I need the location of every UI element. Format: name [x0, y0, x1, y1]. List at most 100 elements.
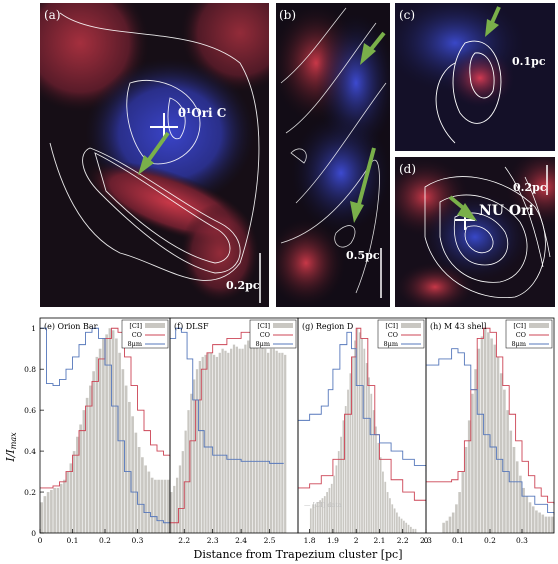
ci-bar: [547, 516, 551, 533]
ci-bar: [150, 477, 154, 533]
ci-bar: [330, 483, 333, 533]
ci-bar: [144, 465, 147, 533]
ci-bar: [480, 336, 484, 533]
um8-line: [426, 348, 555, 515]
ci-bar: [344, 406, 347, 533]
ci-bar: [170, 492, 173, 533]
ci-data-note: — [CI] data: [304, 501, 342, 509]
ci-bar: [541, 514, 545, 533]
legend-label-co: CO: [516, 331, 526, 339]
panel-label-a: (a): [44, 8, 61, 22]
ci-bar: [335, 465, 338, 533]
ci-bar: [309, 508, 312, 533]
ci-bar: [337, 451, 340, 533]
ci-bar: [69, 463, 73, 533]
ci-bar: [405, 522, 408, 533]
ci-bar: [503, 389, 506, 533]
ci-bar: [137, 447, 141, 533]
legend-label-ci: [CI]: [513, 322, 526, 330]
ci-bar: [63, 479, 66, 533]
x-tick-label: 2.4: [235, 536, 247, 545]
ci-bar: [224, 350, 227, 533]
ci-bar: [154, 479, 157, 533]
ci-bar: [333, 475, 335, 533]
ci-bar: [471, 393, 474, 533]
star-label-theta1-ori-c: θ¹Ori C: [178, 106, 227, 120]
ci-bar: [525, 496, 529, 533]
x-tick-label: 2.2: [178, 536, 190, 545]
ci-bar: [111, 330, 115, 533]
ci-bar: [238, 348, 241, 533]
ci-bar: [531, 506, 535, 533]
ci-bar: [483, 328, 487, 533]
ci-bar: [167, 479, 170, 533]
ci-bar: [232, 344, 236, 533]
ci-bar: [451, 512, 455, 533]
ci-bar: [218, 352, 221, 533]
ci-bar: [195, 369, 199, 533]
co-line: [40, 327, 171, 489]
ci-bar: [442, 522, 445, 533]
ci-bar: [261, 344, 264, 533]
ci-bar: [40, 502, 43, 533]
ci-bar: [221, 348, 224, 533]
ci-bar: [105, 334, 108, 533]
ci-bar: [393, 508, 396, 533]
ci-bar: [412, 528, 415, 533]
ci-bar: [124, 385, 128, 533]
legend-swatch-ci: [145, 323, 165, 328]
ci-bar: [396, 512, 398, 533]
ci-bar: [321, 498, 324, 533]
ci-bar: [379, 457, 382, 533]
ci-bar: [244, 344, 247, 533]
ci-bar: [72, 451, 76, 533]
ci-bar: [160, 479, 164, 533]
ci-bar: [398, 516, 401, 533]
ci-bar: [131, 416, 134, 533]
ci-bar: [66, 471, 69, 533]
ci-bar: [538, 512, 541, 533]
y-tick-label: 0: [31, 529, 36, 538]
x-tick-label: 0.2: [99, 536, 111, 545]
ci-bar: [493, 344, 497, 533]
ci-bar: [323, 496, 326, 533]
ci-bar: [458, 492, 461, 533]
ci-bar: [230, 348, 233, 533]
ci-bar: [386, 492, 389, 533]
ci-bar: [356, 328, 359, 533]
ci-bar: [342, 420, 345, 533]
ci-bar: [403, 520, 405, 533]
image-panel-b: (b) 0.5pc: [276, 3, 390, 307]
legend-label-co: CO: [260, 331, 270, 339]
x-tick-label: 0.2: [484, 536, 496, 545]
ci-bar: [316, 502, 319, 533]
co-line: [170, 331, 284, 524]
x-tick-label: 1.9: [327, 536, 339, 545]
x-tick-label: 2.5: [264, 536, 276, 545]
ci-bar: [247, 340, 250, 533]
ci-bar: [210, 352, 213, 533]
ci-bar: [249, 342, 253, 533]
ci-bar: [284, 354, 287, 533]
legend-label-ci: [CI]: [129, 322, 142, 330]
ci-bar: [382, 471, 384, 533]
legend-label-co: CO: [132, 331, 142, 339]
ci-bar: [53, 487, 56, 533]
ci-bar: [272, 348, 275, 533]
ci-bar: [391, 504, 394, 533]
ci-bar: [512, 447, 516, 533]
scale-label-d: 0.2pc: [513, 181, 547, 194]
ci-bar: [79, 424, 82, 533]
ci-bar: [46, 492, 50, 533]
ci-bar: [141, 457, 144, 533]
ci-bar: [522, 487, 525, 533]
ci-bar: [207, 352, 210, 533]
ci-bar: [175, 477, 179, 533]
ci-bar: [358, 332, 361, 533]
ci-bar: [365, 363, 368, 533]
ci-bar: [121, 369, 125, 533]
ci-bar: [474, 369, 477, 533]
ci-bar: [281, 352, 284, 533]
x-tick-label: 2.3: [420, 536, 432, 545]
